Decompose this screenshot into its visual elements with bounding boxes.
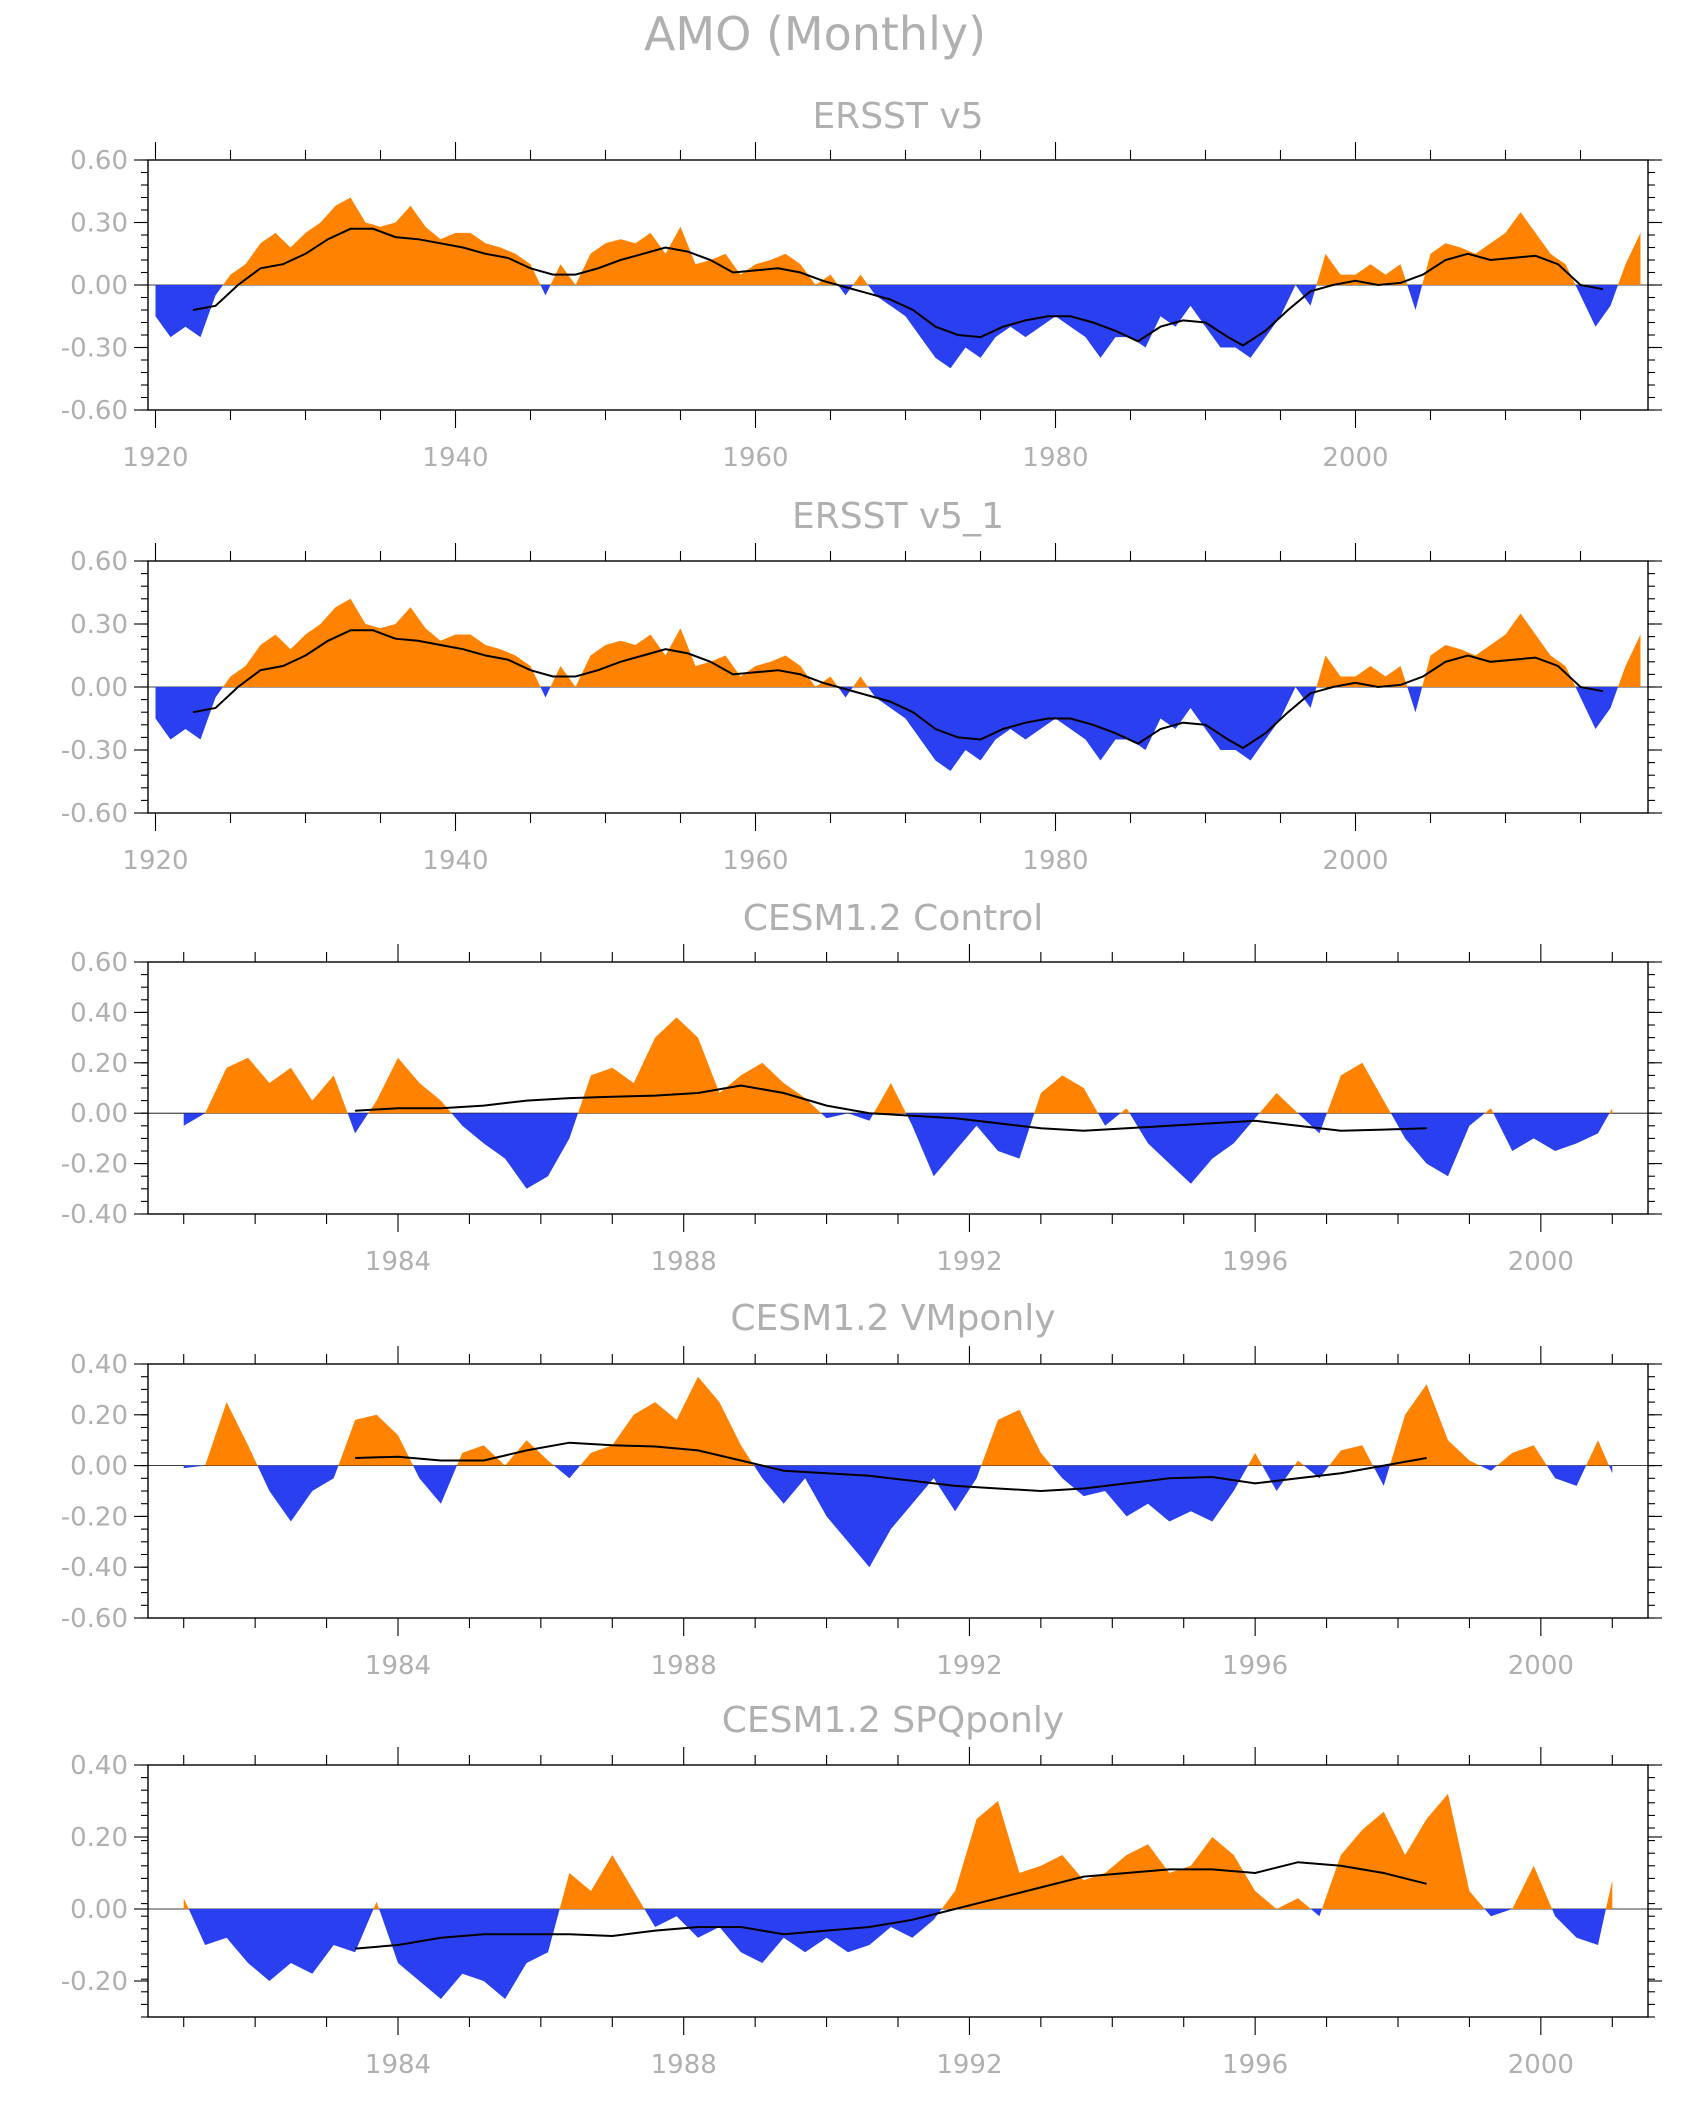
panel-title: CESM1.2 SPQponly — [722, 1700, 1064, 1741]
x-tick-label: 1920 — [122, 443, 188, 473]
positive-anomaly-area — [155, 598, 1641, 687]
smoothed-series-line — [192, 629, 1604, 750]
figure-title: AMO (Monthly) — [644, 7, 986, 61]
panel-cesm-spqponly: CESM1.2 SPQponly 0.40 0.20 0.00 -0.20 1984 19… — [61, 1700, 1662, 2080]
y-tick-label: 0.60 — [70, 146, 128, 176]
y-tick-label: 0.60 — [70, 948, 128, 978]
y-tick-label: -0.40 — [61, 1553, 128, 1583]
x-tick-label: 1984 — [365, 1247, 431, 1277]
panel-cesm-control: CESM1.2 Control 0.60 0.40 0.20 0.00 -0.20 -0.… — [61, 898, 1662, 1277]
y-tick-label: 0.40 — [70, 1751, 128, 1781]
positive-anomaly-area — [183, 1017, 1613, 1114]
x-tick-label: 1940 — [422, 846, 488, 876]
x-tick-label: 2000 — [1508, 1247, 1574, 1277]
x-tick-label: 2000 — [1322, 846, 1388, 876]
x-tick-label: 1996 — [1222, 2050, 1288, 2080]
x-tick-label: 1984 — [365, 1651, 431, 1681]
negative-anomaly-area — [183, 1909, 1613, 1999]
x-tick-label: 1960 — [722, 443, 788, 473]
panel-title: ERSST v5 — [812, 96, 983, 137]
smoothed-series-line — [192, 227, 1604, 347]
panel-title: ERSST v5_1 — [792, 496, 1004, 537]
negative-anomaly-area — [183, 1465, 1613, 1568]
y-tick-label: -0.60 — [61, 396, 128, 426]
panel-ersst-v5: ERSST v5 0.60 0.30 0.00 -0.30 -0.60 1920 1940 1… — [61, 96, 1662, 473]
y-tick-label: 0.40 — [70, 1350, 128, 1380]
y-tick-label: 0.60 — [70, 547, 128, 577]
y-tick-label: -0.30 — [61, 736, 128, 766]
y-tick-label: -0.20 — [61, 1502, 128, 1532]
negative-anomaly-area — [155, 687, 1641, 771]
y-tick-label: 0.00 — [70, 1452, 128, 1482]
x-tick-label: 1960 — [722, 846, 788, 876]
smoothed-series-line — [355, 1084, 1427, 1132]
positive-anomaly-area — [183, 1376, 1613, 1466]
positive-anomaly-area — [155, 197, 1641, 285]
x-tick-label: 1920 — [122, 846, 188, 876]
y-tick-label: 0.20 — [70, 1823, 128, 1853]
negative-anomaly-area — [155, 285, 1641, 369]
y-tick-label: 0.00 — [70, 673, 128, 703]
y-tick-label: 0.00 — [70, 1099, 128, 1129]
x-tick-label: 1988 — [651, 2050, 717, 2080]
y-tick-label: 0.30 — [70, 209, 128, 239]
plot-frame — [147, 961, 1649, 1215]
x-tick-label: 1980 — [1022, 443, 1088, 473]
x-tick-label: 1980 — [1022, 846, 1088, 876]
y-tick-label: 0.30 — [70, 610, 128, 640]
x-tick-label: 1992 — [936, 2050, 1002, 2080]
panel-cesm-vmponly: CESM1.2 VMponly 0.40 0.20 0.00 -0.20 -0.40 -0… — [61, 1298, 1662, 1681]
x-tick-label: 1992 — [936, 1651, 1002, 1681]
x-tick-label: 1984 — [365, 2050, 431, 2080]
x-tick-label: 2000 — [1508, 2050, 1574, 2080]
panel-ersst-v5-1: ERSST v5_1 0.60 0.30 0.00 -0.30 -0.60 1920 194… — [61, 496, 1662, 876]
x-tick-label: 1996 — [1222, 1651, 1288, 1681]
negative-anomaly-area — [183, 1113, 1613, 1189]
x-tick-label: 2000 — [1508, 1651, 1574, 1681]
y-tick-label: -0.60 — [61, 799, 128, 829]
smoothed-series-line — [355, 1441, 1427, 1493]
smoothed-series-line — [355, 1861, 1427, 1950]
y-tick-label: -0.20 — [61, 1967, 128, 1997]
y-tick-label: 0.00 — [70, 271, 128, 301]
y-tick-label: -0.60 — [61, 1604, 128, 1634]
y-tick-label: -0.30 — [61, 334, 128, 364]
y-tick-label: 0.20 — [70, 1401, 128, 1431]
x-tick-label: 1940 — [422, 443, 488, 473]
y-tick-label: 0.00 — [70, 1895, 128, 1925]
x-tick-label: 1988 — [651, 1651, 717, 1681]
x-tick-label: 1988 — [651, 1247, 717, 1277]
x-tick-label: 1992 — [936, 1247, 1002, 1277]
y-tick-label: 0.40 — [70, 998, 128, 1028]
positive-anomaly-area — [183, 1793, 1613, 1909]
x-tick-label: 2000 — [1322, 443, 1388, 473]
x-tick-label: 1996 — [1222, 1247, 1288, 1277]
y-tick-label: -0.40 — [61, 1200, 128, 1230]
y-tick-label: 0.20 — [70, 1049, 128, 1079]
panel-title: CESM1.2 VMponly — [730, 1298, 1055, 1339]
y-tick-label: -0.20 — [61, 1150, 128, 1180]
panel-title: CESM1.2 Control — [743, 898, 1044, 939]
